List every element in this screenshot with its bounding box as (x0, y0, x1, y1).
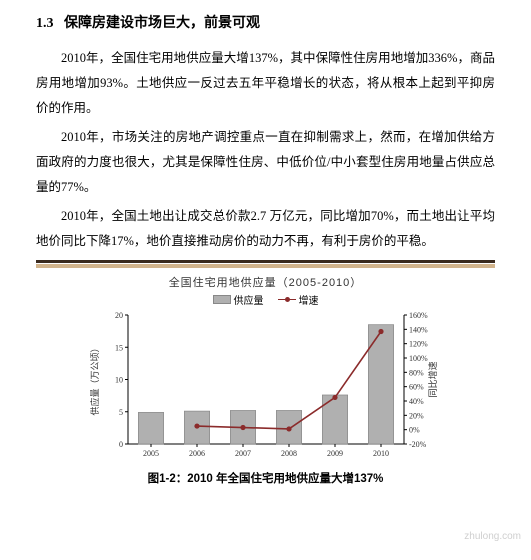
svg-text:20%: 20% (409, 411, 424, 420)
svg-text:供应量（万公顷）: 供应量（万公顷） (89, 343, 100, 415)
legend-bar-label: 供应量 (234, 292, 264, 307)
svg-text:-20%: -20% (409, 440, 427, 449)
svg-text:40%: 40% (409, 397, 424, 406)
svg-text:160%: 160% (409, 311, 428, 320)
svg-text:2007: 2007 (235, 449, 251, 458)
legend-line-label: 增速 (299, 292, 319, 307)
legend-line: 增速 (278, 292, 319, 307)
svg-text:0: 0 (119, 440, 123, 449)
svg-text:2006: 2006 (189, 449, 205, 458)
legend-bar-swatch (213, 295, 231, 304)
chart-title: 全国住宅用地供应量（2005-2010） (169, 274, 363, 290)
section-number: 1.3 (36, 16, 54, 31)
svg-text:140%: 140% (409, 325, 428, 334)
svg-text:0%: 0% (409, 426, 420, 435)
watermark: zhulong.com (464, 531, 521, 542)
svg-text:100%: 100% (409, 354, 428, 363)
svg-text:15: 15 (115, 343, 123, 352)
svg-text:5: 5 (119, 408, 123, 417)
chart-legend: 供应量 增速 (213, 292, 319, 307)
figure-caption: 图1-2：2010 年全国住宅用地供应量大增137% (148, 470, 384, 486)
paragraph: 2010年，市场关注的房地产调控重点一直在抑制需求上，然而，在增加供给方面政府的… (36, 125, 495, 200)
svg-text:60%: 60% (409, 383, 424, 392)
svg-text:2005: 2005 (143, 449, 159, 458)
divider-dark (36, 260, 495, 263)
legend-bar: 供应量 (213, 292, 264, 307)
svg-text:2009: 2009 (327, 449, 343, 458)
paragraph: 2010年，全国住宅用地供应量大增137%，其中保障性住房用地增加336%，商品… (36, 46, 495, 121)
svg-text:80%: 80% (409, 368, 424, 377)
svg-text:2008: 2008 (281, 449, 297, 458)
section-title-text: 保障房建设市场巨大，前景可观 (64, 16, 260, 31)
section-heading: 1.3 保障房建设市场巨大，前景可观 (36, 12, 495, 32)
divider-tan (36, 264, 495, 268)
combo-chart: 0 5 10 15 20 -20% 0% 20% 40% 60% 80% 100% 120% 140% 16… (86, 309, 446, 464)
legend-line-swatch (278, 299, 296, 300)
svg-text:10: 10 (115, 376, 123, 385)
svg-text:2010: 2010 (373, 449, 389, 458)
svg-text:同比增速: 同比增速 (427, 361, 438, 397)
svg-text:20: 20 (115, 311, 123, 320)
svg-text:120%: 120% (409, 340, 428, 349)
paragraph: 2010年，全国土地出让成交总价款2.7 万亿元，同比增加70%，而土地出让平均… (36, 204, 495, 254)
